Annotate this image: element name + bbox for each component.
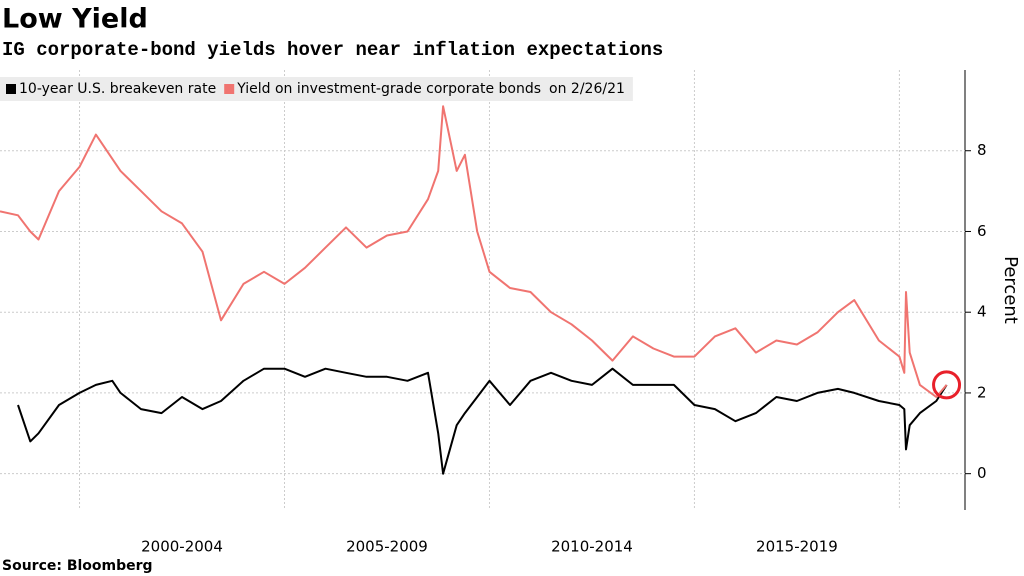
legend-label: Yield on investment-grade corporate bond… [236, 81, 541, 97]
y-tick-label: 2 [977, 383, 987, 401]
y-tick-label: 4 [977, 303, 987, 321]
legend-label: 10-year U.S. breakeven rate [19, 81, 216, 97]
y-tick-label: 0 [977, 464, 987, 482]
x-tick-label: 2015-2019 [756, 538, 838, 556]
chart-title: Low Yield [2, 4, 148, 35]
x-tick-label: 2010-2014 [551, 538, 633, 556]
legend-note: on 2/26/21 [549, 81, 625, 97]
x-tick-label: 2000-2004 [141, 538, 223, 556]
chart-subtitle: IG corporate-bond yields hover near infl… [2, 39, 663, 61]
legend-background [0, 77, 633, 101]
x-tick-label: 2005-2009 [346, 538, 428, 556]
source: Source: Bloomberg [2, 558, 153, 574]
legend-swatch [6, 84, 16, 94]
legend: 10-year U.S. breakeven rate Yield on inve… [0, 77, 633, 101]
series-line [0, 105, 948, 398]
legend-swatch [224, 84, 235, 94]
y-axis-label: Percent [1000, 256, 1021, 324]
y-tick-label: 8 [977, 141, 987, 159]
series-line [17, 367, 948, 475]
highlight-circle [932, 370, 962, 400]
y-tick-label: 6 [977, 222, 987, 240]
